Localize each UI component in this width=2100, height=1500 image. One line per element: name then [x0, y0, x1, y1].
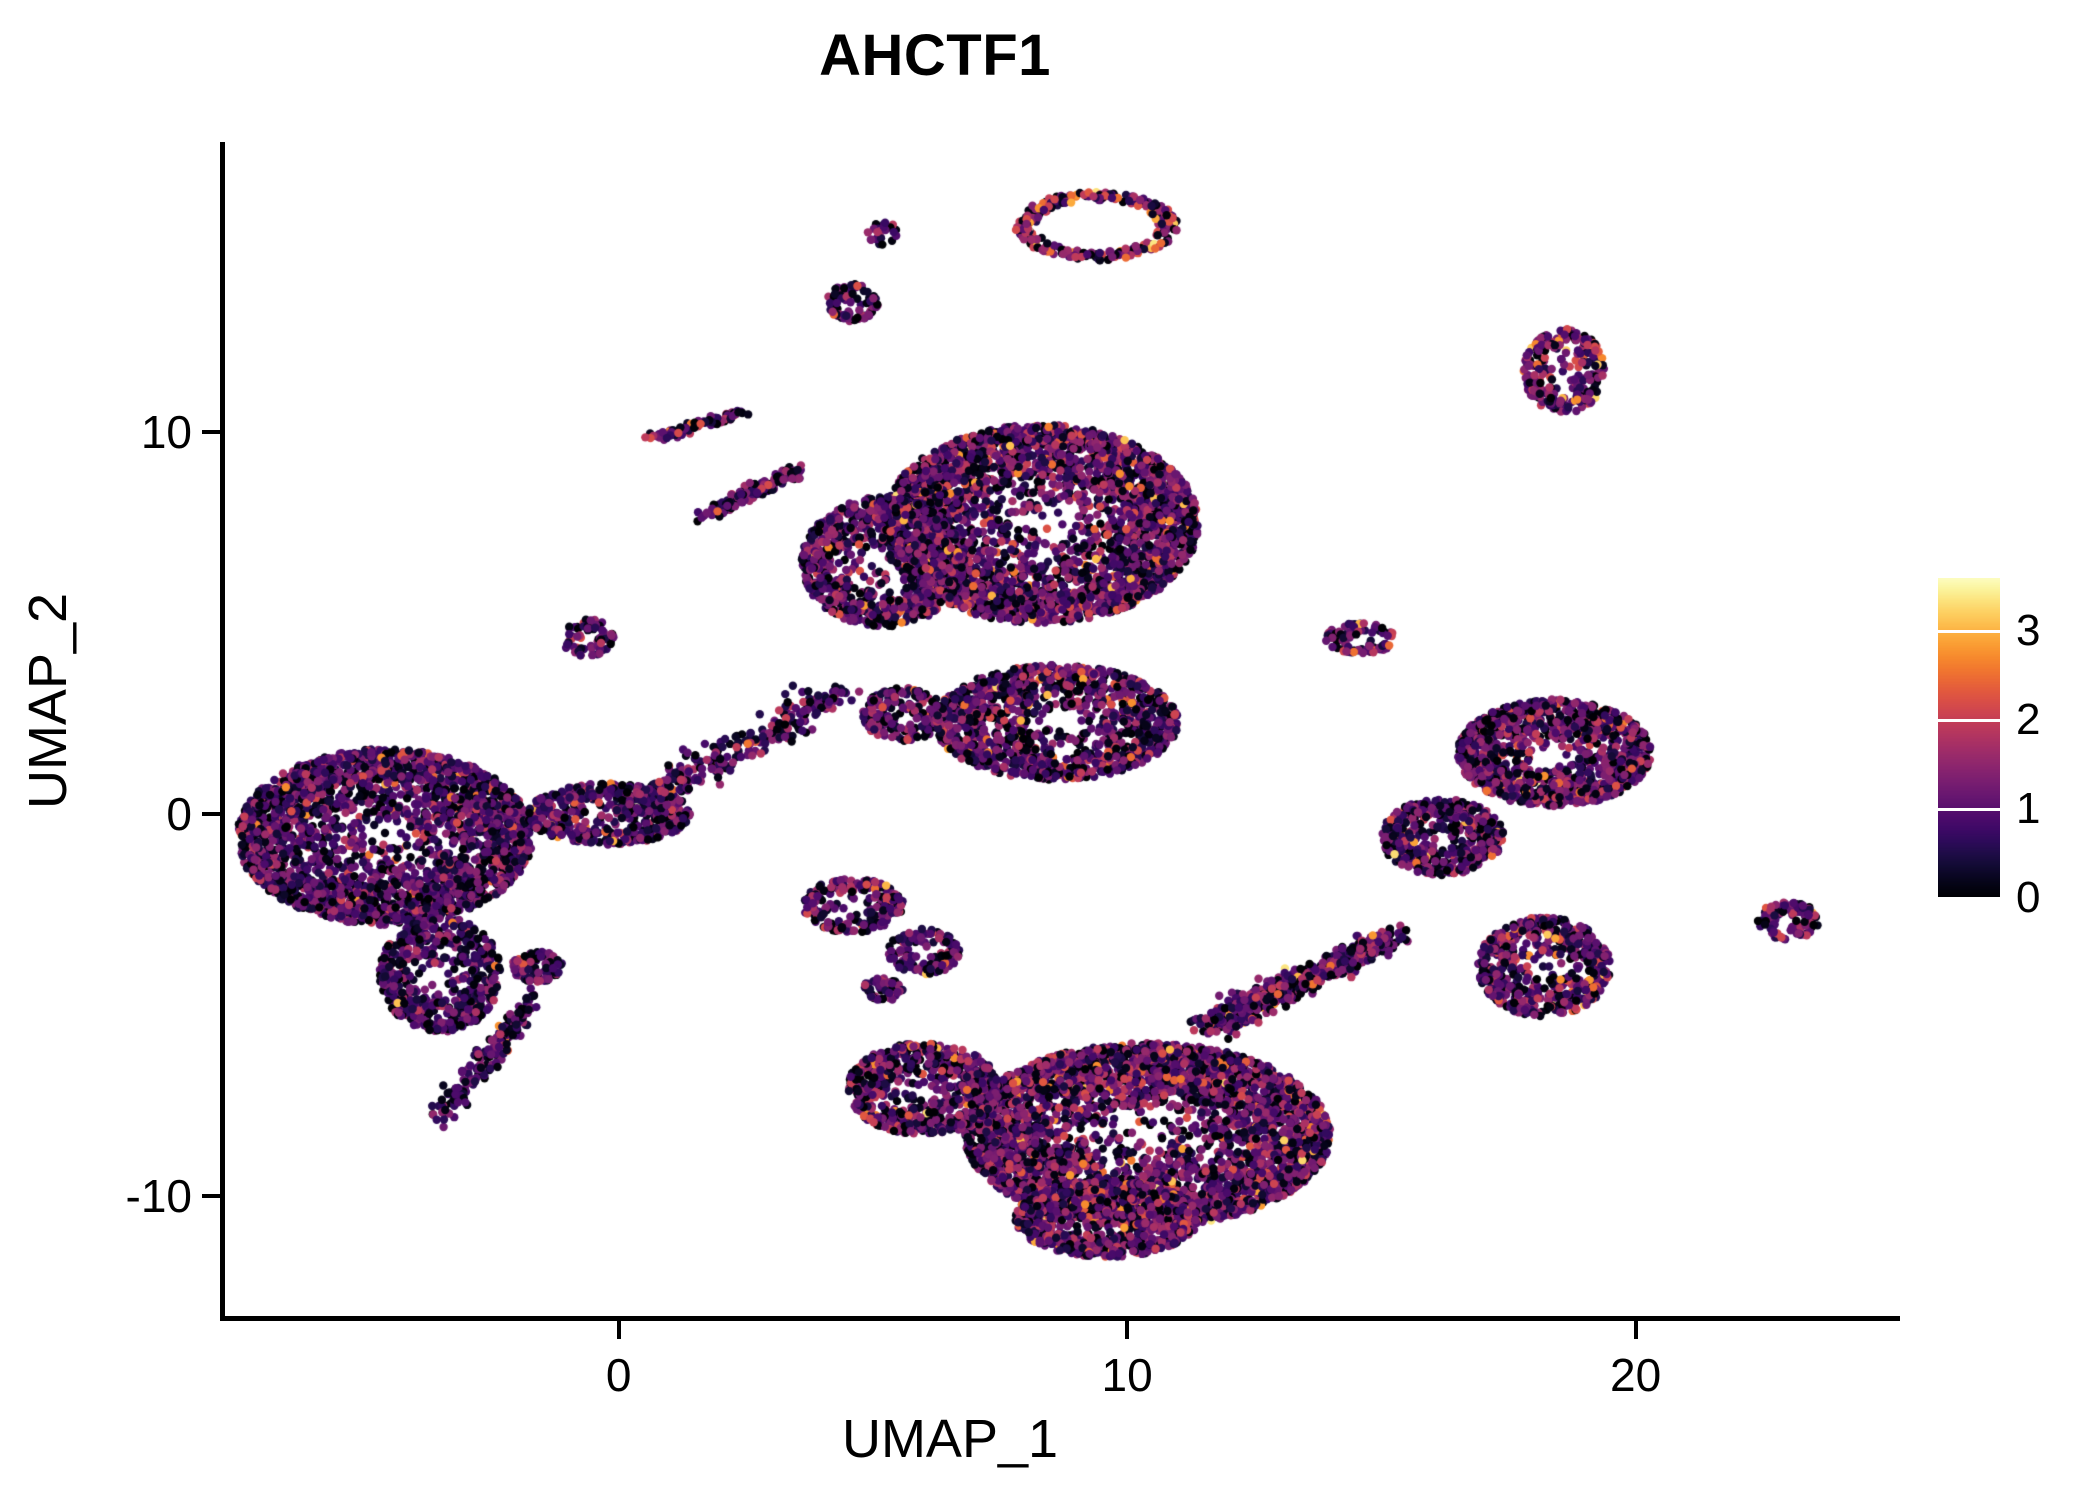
x-tick-label: 0: [605, 1349, 632, 1401]
colorbar-legend[interactable]: 3 2 1 0: [1930, 570, 2090, 922]
x-tick-label: 10: [1101, 1349, 1153, 1401]
y-tick-label: -10: [125, 1169, 192, 1222]
y-axis-label: UMAP_2: [18, 592, 78, 810]
y-tick-mark: [202, 430, 220, 435]
x-tick-mark: [616, 1321, 621, 1339]
colorbar-tick-label: 0: [2016, 873, 2041, 922]
y-tick-mark: [202, 1193, 220, 1198]
colorbar-tick-mark: [1938, 630, 2000, 634]
colorbar-tick-label: 2: [2016, 695, 2041, 745]
y-tick-mark: [202, 812, 220, 816]
colorbar-tick-label: 1: [2016, 784, 2041, 834]
y-tick-label: 10: [140, 406, 192, 459]
umap-scatter-plot[interactable]: [222, 142, 1900, 1318]
colorbar-gradient: [1938, 578, 2000, 898]
x-tick-mark: [1633, 1321, 1638, 1339]
colorbar-tick-mark: [1938, 719, 2000, 723]
colorbar-tick-mark: [1938, 897, 2000, 900]
page-title: AHCTF1: [819, 23, 1051, 88]
colorbar-tick-label: 3: [2016, 606, 2041, 656]
y-tick-label: 0: [166, 788, 192, 840]
x-tick-label: 20: [1609, 1349, 1662, 1401]
x-axis-spine: [220, 1316, 1900, 1321]
x-tick-mark: [1125, 1321, 1130, 1339]
x-axis-label: UMAP_1: [841, 1409, 1059, 1469]
y-axis-spine: [220, 142, 225, 1320]
colorbar-tick-mark: [1938, 808, 2000, 812]
